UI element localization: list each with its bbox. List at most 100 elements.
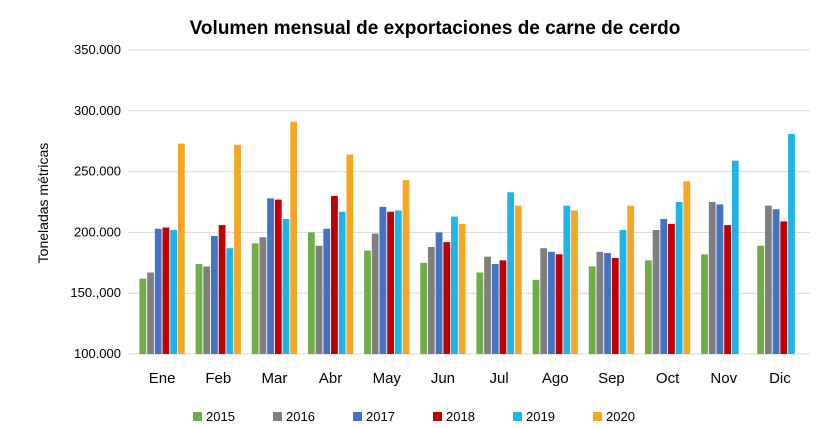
bar [604,253,611,354]
bar [644,260,652,354]
bar [420,262,428,354]
bar [571,210,578,354]
bar [548,251,555,354]
bar [757,245,765,354]
bar [170,229,178,354]
bar [162,227,170,354]
bar [596,251,604,354]
bar [234,144,241,354]
legend-swatch [353,412,362,421]
bar [282,219,290,354]
bar [274,199,282,354]
x-tick-label: Dic [769,370,791,387]
bar [588,266,596,354]
legend: 2015 2016 2017 2018 2019 2020 [193,409,635,424]
x-tick-label: Abr [319,370,342,387]
legend-swatch [593,412,602,421]
x-tick-label: Mar [261,370,287,387]
x-tick-label: Jun [431,370,455,387]
y-tick-label: 100.000 [74,346,121,361]
bar [402,180,410,354]
x-axis-ticks: Ene Feb Mar Abr May Jun Jul Ago Sep Oct Nov Dic [149,370,792,387]
legend-swatch [273,412,282,421]
bar [683,181,691,354]
x-tick-label: Oct [656,370,680,387]
legend-swatch [433,412,442,421]
bar [731,160,739,354]
bar [764,205,772,354]
legend-swatch [193,412,202,421]
bar [226,248,234,354]
bar [427,246,435,354]
bar [716,204,724,354]
x-tick-label: Ago [542,370,569,387]
legend-label: 2017 [366,409,395,424]
x-tick-label: Ene [149,370,176,387]
bar [139,278,147,354]
legend-swatch [513,412,522,421]
bar [251,243,259,354]
bar [307,232,315,354]
bar [772,209,780,354]
x-tick-label: May [373,370,402,387]
bar [147,272,154,354]
legend-label: 2019 [526,409,555,424]
bar [532,279,540,354]
bar [315,245,323,354]
bar [177,143,185,354]
chart-title: Volumen mensual de exportaciones de carn… [190,18,681,39]
bar [491,264,499,354]
y-tick-label: 300.000 [74,103,121,118]
y-tick-label: 150.,000 [70,285,121,300]
bar [371,233,379,354]
y-tick-label: 350.000 [74,42,121,57]
legend-label: 2018 [446,409,475,424]
bar [708,202,716,354]
bar [443,242,451,354]
bar [780,221,788,354]
bar [331,195,338,354]
bar [652,229,660,354]
bar [611,257,619,354]
y-axis-ticks: 100.000 150.,000 200.000 250.000 300.000 350.… [70,42,121,361]
legend-label: 2016 [286,409,315,424]
x-tick-label: Nov [710,370,737,387]
bar [627,205,635,354]
bar [435,232,443,354]
bar [788,133,795,354]
bar [387,211,394,354]
bar [507,192,515,354]
x-tick-label: Sep [598,370,625,387]
bar [364,250,371,354]
bar [451,216,458,354]
bar [195,264,203,354]
bar [484,256,491,354]
bar [154,228,162,354]
x-tick-label: Jul [489,370,508,387]
bar [724,225,731,354]
bar [211,236,218,354]
bar [660,219,668,354]
bars [139,121,795,354]
y-axis-label: Toneladas métricas [35,143,51,264]
legend-label: 2015 [206,409,235,424]
bar [499,260,507,354]
bar [668,223,675,354]
legend-label: 2020 [606,409,635,424]
bar [458,223,466,354]
bar [394,210,402,354]
bar [476,272,484,354]
y-tick-label: 250.000 [74,164,121,179]
bar [701,254,708,354]
x-tick-label: Feb [205,370,231,387]
bar [218,225,226,354]
bar [203,266,211,354]
bar [267,198,274,354]
bar [563,205,571,354]
bar [323,228,331,354]
bar [514,205,522,354]
bar [675,202,683,354]
bar [290,121,298,354]
y-tick-label: 200.000 [74,224,121,239]
